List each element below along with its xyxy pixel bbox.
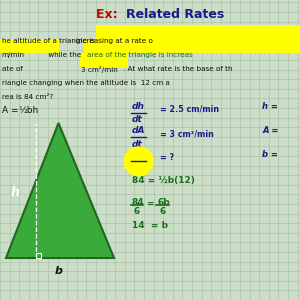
Text: h: h: [11, 185, 20, 199]
Text: 14  = b: 14 = b: [132, 221, 168, 230]
Text: Ex:: Ex:: [96, 8, 126, 20]
Text: 84: 84: [132, 198, 145, 207]
Text: b: b: [55, 266, 62, 277]
Text: = 3 cm²/min: = 3 cm²/min: [160, 129, 214, 138]
Text: dt: dt: [132, 164, 143, 172]
Text: h =: h =: [262, 102, 278, 111]
Text: = ?: = ?: [160, 153, 175, 162]
Text: area of the triangle is increas: area of the triangle is increas: [87, 52, 193, 58]
Text: increasing at a rate o: increasing at a rate o: [76, 38, 153, 44]
Bar: [96, 25, 300, 39]
Text: 6: 6: [134, 207, 140, 216]
Bar: [0, 39, 58, 53]
Bar: [80, 53, 128, 68]
Text: Related Rates: Related Rates: [126, 8, 224, 20]
Text: dt: dt: [132, 116, 143, 124]
Text: 84 = ½b(12): 84 = ½b(12): [132, 176, 195, 184]
Text: while the: while the: [46, 52, 84, 58]
Text: A =: A =: [2, 106, 21, 115]
Circle shape: [124, 147, 153, 176]
Text: dh: dh: [132, 102, 145, 111]
Text: db: db: [132, 150, 145, 159]
Text: he altitude of a triangle is: he altitude of a triangle is: [2, 38, 97, 44]
Text: dA: dA: [132, 126, 146, 135]
Text: rea is 84 cm²?: rea is 84 cm²?: [2, 94, 53, 100]
Text: m/min: m/min: [2, 52, 25, 58]
Text: riangle changing when the altitude is  12 cm a: riangle changing when the altitude is 12…: [2, 80, 169, 86]
Text: 6b: 6b: [158, 198, 170, 207]
Text: A =: A =: [262, 126, 279, 135]
Text: b =: b =: [262, 150, 278, 159]
Text: ate of: ate of: [2, 66, 27, 72]
Bar: [36, 253, 41, 258]
Text: 3 cm²/min: 3 cm²/min: [81, 66, 118, 73]
Polygon shape: [6, 123, 114, 258]
Text: =: =: [147, 200, 154, 208]
Text: 6: 6: [160, 207, 166, 216]
Text: dt: dt: [132, 140, 143, 148]
Bar: [84, 39, 300, 53]
Text: . At what rate is the base of th: . At what rate is the base of th: [123, 66, 232, 72]
Text: = 2.5 cm/min: = 2.5 cm/min: [160, 105, 220, 114]
Text: ½bh: ½bh: [19, 106, 39, 115]
